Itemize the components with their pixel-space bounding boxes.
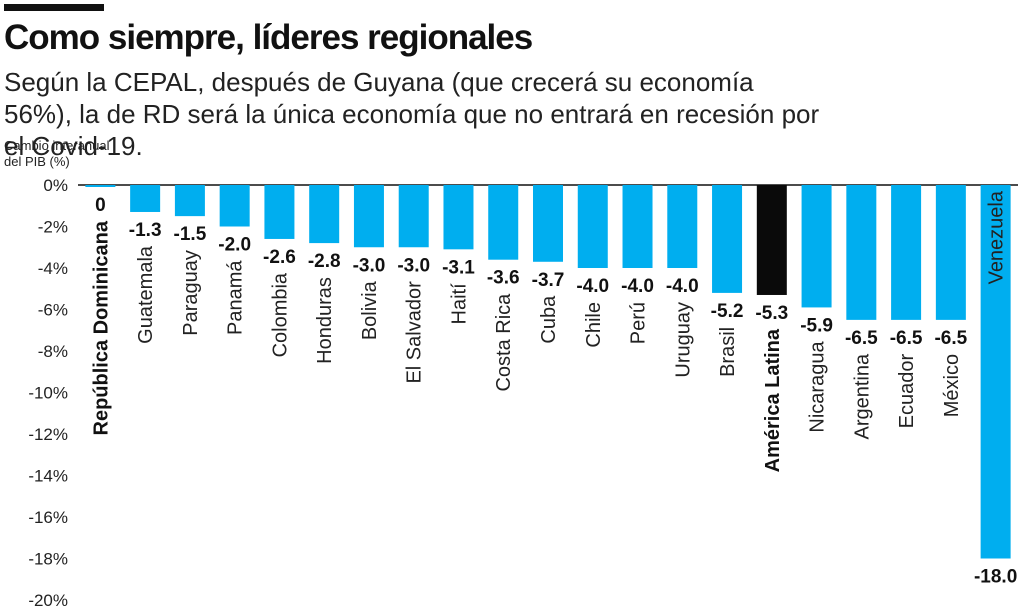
value-label: -6.5 [890,328,923,349]
bar [935,185,966,320]
value-label: -4.0 [576,276,609,297]
bar [712,185,743,293]
category-label: Brasil [717,327,739,377]
category-label: Chile [583,302,605,348]
value-label: -3.0 [353,255,386,276]
bar [219,185,250,227]
value-label: -2.6 [263,247,296,268]
bar [264,185,295,239]
y-tick-label: -8% [38,342,68,361]
category-label: Uruguay [672,302,694,378]
y-tick-label: -6% [38,301,68,320]
y-axis-label: Cambio interanual del PIB (%) [4,138,110,170]
category-label: Venezuela [986,190,1008,284]
bar [577,185,608,268]
category-label: Ecuador [896,354,918,429]
category-label: Panamá [225,260,247,335]
y-axis-label-line-1: Cambio interanual [4,138,110,153]
value-label: -6.5 [845,328,878,349]
bar [891,185,922,320]
bar [801,185,832,308]
chart-subtitle: Según la CEPAL, después de Guyana (que c… [4,67,820,161]
value-label: -6.5 [934,328,967,349]
y-tick-label: -12% [28,425,68,444]
category-label: Costa Rica [493,293,515,392]
value-label: -4.0 [621,276,654,297]
category-label: Guatemala [135,245,157,344]
category-label: Cuba [538,295,560,344]
y-tick-label: -10% [28,384,68,403]
value-label: -2.8 [308,251,341,272]
header-accent-bar [4,4,104,11]
bar [533,185,563,262]
value-label: 0 [95,195,106,216]
y-tick-label: -4% [38,259,68,278]
bar [443,185,474,250]
bar [85,185,116,187]
value-label: -5.9 [800,315,833,336]
bar [980,185,1011,559]
category-label: Colombia [269,272,291,357]
bar [398,185,429,248]
value-label: -4.0 [666,276,699,297]
bar [622,185,653,268]
value-label: -2.0 [218,235,251,256]
y-tick-label: -20% [28,591,68,610]
value-label: -5.2 [711,301,744,322]
category-label: Haití [448,283,470,325]
bar [488,185,519,260]
y-tick-label: 0% [43,176,68,195]
y-tick-label: -14% [28,467,68,486]
value-label: -3.7 [532,270,565,291]
y-tick-label: -16% [28,508,68,527]
bar [309,185,340,244]
category-label: Honduras [314,277,336,364]
bar [667,185,698,268]
category-label: México [941,354,963,417]
value-label: -1.3 [129,220,162,241]
bar [174,185,205,217]
bar [756,185,787,295]
y-tick-label: -2% [38,218,68,237]
category-label: América Latina [762,328,784,472]
y-axis-label-line-2: del PIB (%) [4,154,70,169]
value-label: -1.5 [174,224,207,245]
value-label: -5.3 [755,303,788,324]
category-label: República Dominicana [90,220,112,435]
category-label: Perú [628,302,650,344]
category-label: Nicaragua [807,341,829,433]
chart-title: Como siempre, líderes regionales [4,18,533,57]
bar [353,185,384,248]
value-label: -3.1 [442,257,475,278]
category-label: Argentina [851,353,873,439]
value-label: -3.6 [487,268,520,289]
category-label: Bolivia [359,280,381,340]
value-label: -18.0 [974,567,1017,588]
category-label: El Salvador [404,281,426,384]
category-label: Paraguay [180,250,202,336]
value-label: -3.0 [397,255,430,276]
bar [130,185,161,212]
bar [846,185,877,320]
y-tick-label: -18% [28,550,68,569]
